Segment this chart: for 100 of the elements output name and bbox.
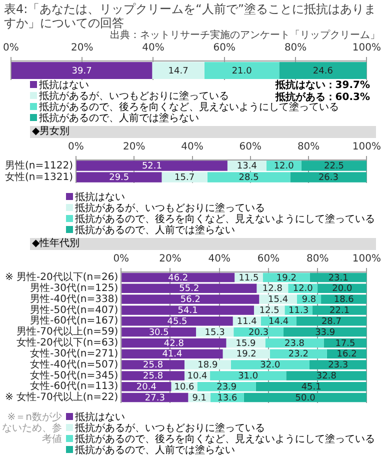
y-tick-label: 男性-50代(n=407): [30, 304, 118, 316]
y-tick-label: 男性-40代(n=338): [30, 292, 118, 305]
legend-label: 抵抗があるが、いつもどおりに塗っている: [75, 203, 265, 214]
legend-label: 抵抗があるが、いつもどおりに塗っている: [75, 423, 265, 434]
data-label: 23.3: [328, 360, 348, 371]
data-label: 10.4: [187, 372, 208, 382]
bar: [11, 62, 152, 80]
data-label: 45.1: [301, 382, 322, 392]
data-label: 23.1: [328, 273, 348, 284]
data-label: 31.0: [238, 372, 258, 382]
x-tick-label: 40%: [181, 142, 204, 153]
data-label: 13.4: [236, 162, 258, 172]
data-label: 33.9: [315, 328, 336, 338]
data-label: 50.0: [295, 393, 316, 404]
x-tick-label: 80%: [284, 42, 307, 54]
data-label: 21.0: [232, 66, 252, 76]
legend-label: 抵抗があるので、人前では塗らない: [75, 445, 235, 456]
data-label: 23.9: [216, 382, 237, 392]
chart-subtitle: ◆男女別: [30, 126, 376, 138]
data-label: 15.4: [268, 295, 288, 306]
data-label: 16.2: [336, 350, 357, 360]
data-label: 18.9: [198, 360, 218, 371]
source-note: 出典：ネットリサーチ実施のアンケート「リップクリーム」: [109, 30, 381, 42]
y-tick-label: ※ 女性-70代以上(n=22): [4, 391, 118, 404]
x-tick-label: 0%: [68, 142, 84, 153]
data-label: 15.9: [236, 338, 256, 349]
y-tick-label: 女性-30代(n=271): [30, 347, 118, 360]
data-label: 20.3: [248, 328, 269, 338]
x-tick-label: 60%: [257, 254, 280, 265]
legend-label: 抵抗があるので、後ろを向くなど、見えないようにして塗っている: [75, 214, 375, 225]
data-label: 55.2: [179, 284, 200, 294]
x-tick-label: 60%: [213, 42, 236, 54]
bar: [152, 62, 204, 80]
text: 抵抗はない：39.7%: [275, 80, 370, 92]
data-label: 41.4: [162, 350, 183, 360]
chart-subtitle: ◆性年代別: [30, 238, 376, 250]
x-tick-label: 80%: [297, 142, 320, 153]
data-label: 54.1: [178, 306, 198, 316]
y-tick-label: 男性(n=1122): [5, 159, 74, 172]
data-label: 25.8: [143, 372, 164, 382]
data-label: 27.3: [144, 393, 165, 404]
data-label: 23.2: [288, 350, 308, 360]
x-tick-label: 20%: [70, 42, 94, 54]
x-tick-label: 60%: [239, 142, 262, 153]
data-label: 26.3: [318, 173, 338, 184]
bar: [162, 172, 208, 182]
x-tick-label: 0%: [113, 254, 130, 265]
text: ※＝n数が少ないため、参考値: [1, 412, 62, 445]
data-label: 14.4: [268, 316, 289, 327]
y-tick-label: 男性-30代(n=125): [30, 282, 118, 294]
data-label: 12.0: [292, 284, 314, 294]
legend-label: 抵抗はない: [75, 412, 125, 423]
data-label: 24.6: [312, 66, 334, 76]
x-tick-label: 20%: [159, 254, 182, 265]
data-label: 29.5: [109, 173, 130, 184]
data-label: 22.1: [330, 306, 350, 316]
bar: [279, 62, 367, 80]
legend-label: 抵抗はない: [39, 80, 89, 91]
data-label: 19.2: [236, 350, 256, 360]
data-label: 11.4: [236, 316, 258, 327]
data-label: 32.8: [316, 372, 337, 382]
y-tick-label: 女性-40代(n=507): [30, 358, 118, 370]
data-label: 39.7: [72, 66, 92, 76]
y-tick-label: 男性-60代(n=167): [30, 314, 118, 327]
data-label: 23.8: [284, 338, 305, 349]
y-tick-label: 女性-60代(n=113): [30, 380, 118, 392]
chart-title: 表4:「あなたは、リップクリームを“人前で”塗ることに抵抗はありますか」についての回答: [3, 2, 378, 30]
x-tick-label: 100%: [352, 142, 381, 153]
data-label: 13.6: [217, 393, 238, 404]
data-label: 12.5: [259, 306, 280, 316]
data-label: 15.7: [174, 173, 195, 184]
data-label: 30.5: [148, 328, 169, 338]
data-label: 17.5: [335, 338, 356, 349]
data-label: 14.7: [168, 66, 188, 76]
data-label: 20.0: [332, 284, 352, 294]
data-label: 11.3: [288, 306, 309, 316]
legend-label: 抵抗があるので、後ろを向くなど、見えないようにして塗っている: [39, 102, 339, 113]
data-label: 12.8: [262, 284, 283, 294]
y-tick-label: 男性-70代以上(n=59): [16, 326, 118, 338]
bar: [204, 62, 280, 80]
x-tick-label: 40%: [208, 254, 230, 265]
data-label: 9.1: [192, 393, 207, 404]
legend-label: 抵抗があるが、いつもどおりに塗っている: [39, 91, 229, 102]
data-label: 46.2: [168, 273, 188, 284]
data-label: 11.5: [238, 273, 259, 284]
x-tick-label: 20%: [123, 142, 146, 153]
data-label: 56.2: [180, 295, 200, 306]
y-tick-label: ※ 男性-20代以下(n=26): [4, 271, 118, 284]
data-label: 42.8: [164, 338, 184, 349]
data-label: 52.1: [142, 162, 162, 172]
data-label: 12.0: [274, 162, 294, 172]
data-label: 9.8: [302, 295, 316, 306]
x-tick-label: 0%: [2, 42, 19, 54]
data-label: 28.5: [238, 173, 259, 184]
legend-label: 抵抗があるので、人前では塗らない: [39, 113, 199, 124]
x-tick-label: 40%: [142, 42, 164, 54]
data-label: 25.8: [143, 360, 164, 371]
data-label: 45.5: [167, 316, 188, 327]
legend-label: 抵抗があるので、後ろを向くなど、見えないようにして塗っている: [75, 434, 375, 445]
data-label: 18.6: [334, 295, 354, 306]
